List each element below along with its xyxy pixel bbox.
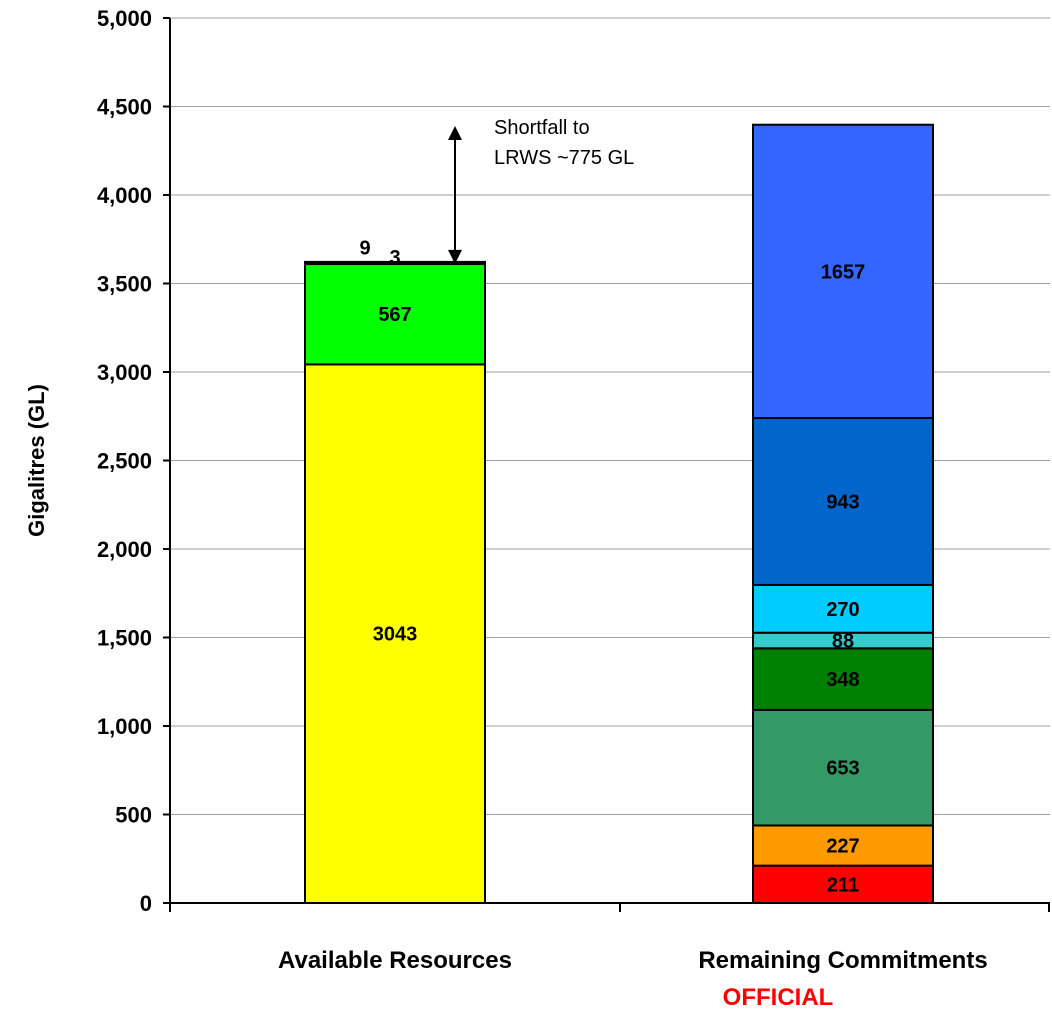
y-tick-label: 0 [140,891,152,916]
data-label: 3 [389,247,400,269]
y-tick-label: 1,500 [97,626,152,651]
y-tick-label: 2,500 [97,449,152,474]
data-label: 567 [378,304,411,326]
x-category-label: Remaining Commitments [698,947,987,974]
arrowhead-down [448,249,462,264]
bar-segment [304,263,486,366]
data-label: 348 [826,669,859,691]
bar-segment [304,260,486,264]
bar-segment [752,647,934,711]
shortfall-annotation: Shortfall to [494,117,590,139]
bar-segment [752,417,934,586]
data-label: 3043 [373,624,418,646]
bar-segment [752,824,934,867]
bar-segment [752,864,934,905]
y-tick-label: 500 [115,803,152,828]
data-label: 9 [359,237,370,259]
data-label: 1657 [821,261,866,283]
data-label: 943 [826,491,859,513]
y-tick-label: 3,500 [97,272,152,297]
shortfall-annotation: LRWS ~775 GL [494,147,634,169]
bar-segment [752,708,934,827]
data-label: 227 [826,836,859,858]
arrowhead-up [448,125,462,140]
y-tick-label: 5,000 [97,6,152,31]
classification-label: OFFICIAL [723,984,834,1011]
y-tick-label: 4,000 [97,183,152,208]
data-label: 211 [827,874,859,896]
data-label: 653 [826,758,859,780]
y-axis-title: Gigalitres (GL) [24,384,49,537]
bar-segment [752,123,934,420]
y-tick-label: 4,500 [97,95,152,120]
data-label: 270 [826,599,859,621]
y-tick-label: 1,000 [97,714,152,739]
x-category-label: Available Resources [278,947,512,974]
bar-segment [752,583,934,634]
data-label: 88 [832,631,854,653]
y-tick-label: 3,000 [97,360,152,385]
bar-segment [304,363,486,905]
y-tick-label: 2,000 [97,537,152,562]
